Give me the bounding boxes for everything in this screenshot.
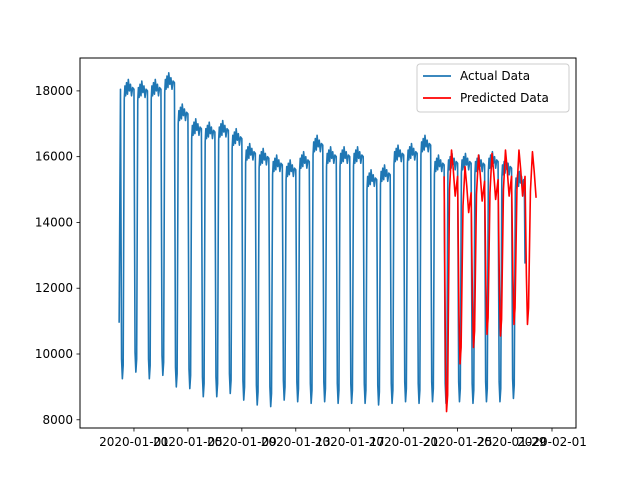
y-tick-label: 12000 xyxy=(35,281,73,295)
plot-lines xyxy=(118,72,537,413)
y-tick-label: 16000 xyxy=(35,150,73,164)
legend-label: Predicted Data xyxy=(460,91,549,105)
legend-box xyxy=(416,63,570,113)
x-tick-label: 2020-01-21 xyxy=(369,435,439,449)
y-axis: 8000 10000 12000 14000 16000 18000 xyxy=(35,84,80,427)
legend: Actual Data Predicted Data xyxy=(416,63,570,113)
y-tick-label: 8000 xyxy=(42,413,73,427)
plot-area-frame xyxy=(79,57,577,429)
x-tick-label: 2020-01-09 xyxy=(207,435,277,449)
x-axis: 2020-01-012020-01-052020-01-092020-01-13… xyxy=(99,428,587,449)
x-tick-label: 2020-01-25 xyxy=(423,435,493,449)
y-tick-label: 10000 xyxy=(35,347,73,361)
x-tick-label: 2020-01-01 xyxy=(99,435,169,449)
x-tick-label: 2020-01-17 xyxy=(315,435,385,449)
x-tick-label: 2020-01-05 xyxy=(153,435,223,449)
x-tick-label: 2020-01-13 xyxy=(261,435,331,449)
y-tick-label: 14000 xyxy=(35,215,73,229)
x-tick-label: 2020-01-29 xyxy=(477,435,547,449)
x-tick-label: 2020-02-01 xyxy=(517,435,587,449)
series-line-predicted xyxy=(443,149,537,413)
y-tick-label: 18000 xyxy=(35,84,73,98)
legend-label: Actual Data xyxy=(460,69,530,83)
